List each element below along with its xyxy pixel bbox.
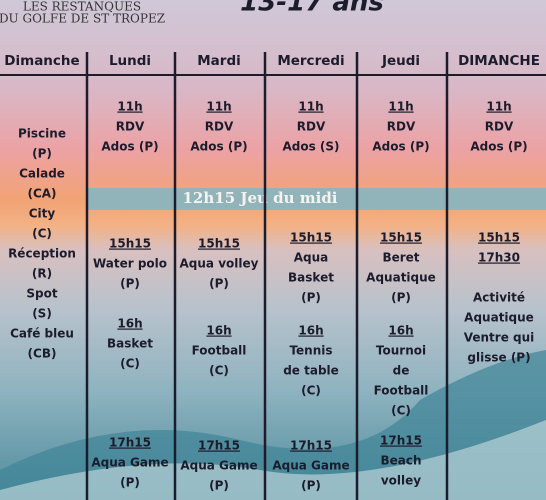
activity-line: 17h15 <box>109 436 151 450</box>
legend-line: (P) <box>32 147 52 161</box>
legend-line: Piscine <box>18 127 66 141</box>
activity-line: 15h15 <box>109 237 151 251</box>
legend-line: (CB) <box>28 347 57 361</box>
legend-line: Réception <box>8 247 76 261</box>
activity-line: 16h <box>298 324 323 338</box>
foam <box>0 420 546 500</box>
legend-line: Café bleu <box>10 327 74 341</box>
activity-line: RDV <box>205 120 234 134</box>
day-heading: DIMANCHE <box>458 53 540 69</box>
activity-line: Ados (P) <box>470 140 527 154</box>
activity-line: (P) <box>120 277 140 291</box>
activity-line: Ados (P) <box>190 140 247 154</box>
activity-line: Ventre qui <box>464 331 535 345</box>
activity-line: Aquatique <box>366 271 436 285</box>
legend-line: (S) <box>32 307 52 321</box>
activity-line: Aqua <box>294 251 329 265</box>
activity-line: (P) <box>120 476 140 490</box>
legend-line: (R) <box>32 267 52 281</box>
activity-line: 17h15 <box>290 439 332 453</box>
activity-line: (C) <box>301 384 321 398</box>
logo: LES RESTANQUES <box>23 0 141 14</box>
activity-line: Aquatique <box>464 311 534 325</box>
activity-line: 15h15 <box>198 237 240 251</box>
activity-line: 16h <box>206 324 231 338</box>
activity-line: 17h15 <box>198 439 240 453</box>
activity-line: 11h <box>298 100 323 114</box>
activity-line: Activité <box>473 291 525 305</box>
activity-line: 16h <box>388 324 413 338</box>
activity-line: 11h <box>388 100 413 114</box>
activity-line: Aqua volley <box>180 257 259 271</box>
legend-line: Spot <box>26 287 57 301</box>
legend-line: (C) <box>32 227 52 241</box>
activity-line: Aqua Game <box>180 459 257 473</box>
activity-line: volley <box>381 474 421 488</box>
legend-line: City <box>29 207 56 221</box>
activity-line: Beret <box>382 251 419 265</box>
legend-line: (CA) <box>27 187 56 201</box>
activity-line: Ados (P) <box>101 140 158 154</box>
title: 13-17 ans <box>240 0 384 18</box>
activity-line: Water polo <box>93 257 167 271</box>
activity-line: Tennis <box>289 344 332 358</box>
activity-line: 11h <box>117 100 142 114</box>
day-heading: Lundi <box>109 53 151 69</box>
legend-line: Calade <box>19 167 65 181</box>
day-heading: Mardi <box>197 53 241 69</box>
logo-sub: DU GOLFE DE ST TROPEZ <box>0 12 165 26</box>
activity-line: 11h <box>486 100 511 114</box>
banner-text: 12h15 Jeu du midi <box>182 189 337 207</box>
activity-line: (P) <box>391 291 411 305</box>
wave <box>0 350 546 500</box>
activity-line: glisse (P) <box>467 351 530 365</box>
activity-line: Football <box>374 384 429 398</box>
activity-line: Basket <box>107 337 153 351</box>
activity-line: (P) <box>209 277 229 291</box>
activity-line: 15h15 <box>380 231 422 245</box>
activity-line: Ados (P) <box>372 140 429 154</box>
day-heading: Jeudi <box>381 53 420 69</box>
activity-line: de table <box>283 364 339 378</box>
activity-line: (P) <box>209 479 229 493</box>
activity-line: (P) <box>301 479 321 493</box>
activity-line: 15h15 <box>478 231 520 245</box>
activity-line: 16h <box>117 317 142 331</box>
activity-line: (C) <box>391 404 411 418</box>
activity-line: Aqua Game <box>272 459 349 473</box>
activity-line: Aqua Game <box>91 456 168 470</box>
activity-line: RDV <box>297 120 326 134</box>
activity-line: RDV <box>116 120 145 134</box>
activity-line: de <box>393 364 410 378</box>
activity-line: (P) <box>301 291 321 305</box>
banner <box>87 188 546 210</box>
activity-line: Tournoi <box>376 344 426 358</box>
activity-line: RDV <box>485 120 514 134</box>
legend-heading: Dimanche <box>4 53 79 69</box>
activity-line: 11h <box>206 100 231 114</box>
activity-line: (C) <box>120 357 140 371</box>
activity-line: 15h15 <box>290 231 332 245</box>
activity-line: Beach <box>380 454 421 468</box>
day-heading: Mercredi <box>277 53 344 69</box>
activity-line: Football <box>192 344 247 358</box>
activity-line: RDV <box>387 120 416 134</box>
activity-line: Ados (S) <box>282 140 339 154</box>
activity-line: 17h30 <box>478 251 520 265</box>
activity-line: (C) <box>209 364 229 378</box>
activity-line: Basket <box>288 271 334 285</box>
activity-line: 17h15 <box>380 434 422 448</box>
